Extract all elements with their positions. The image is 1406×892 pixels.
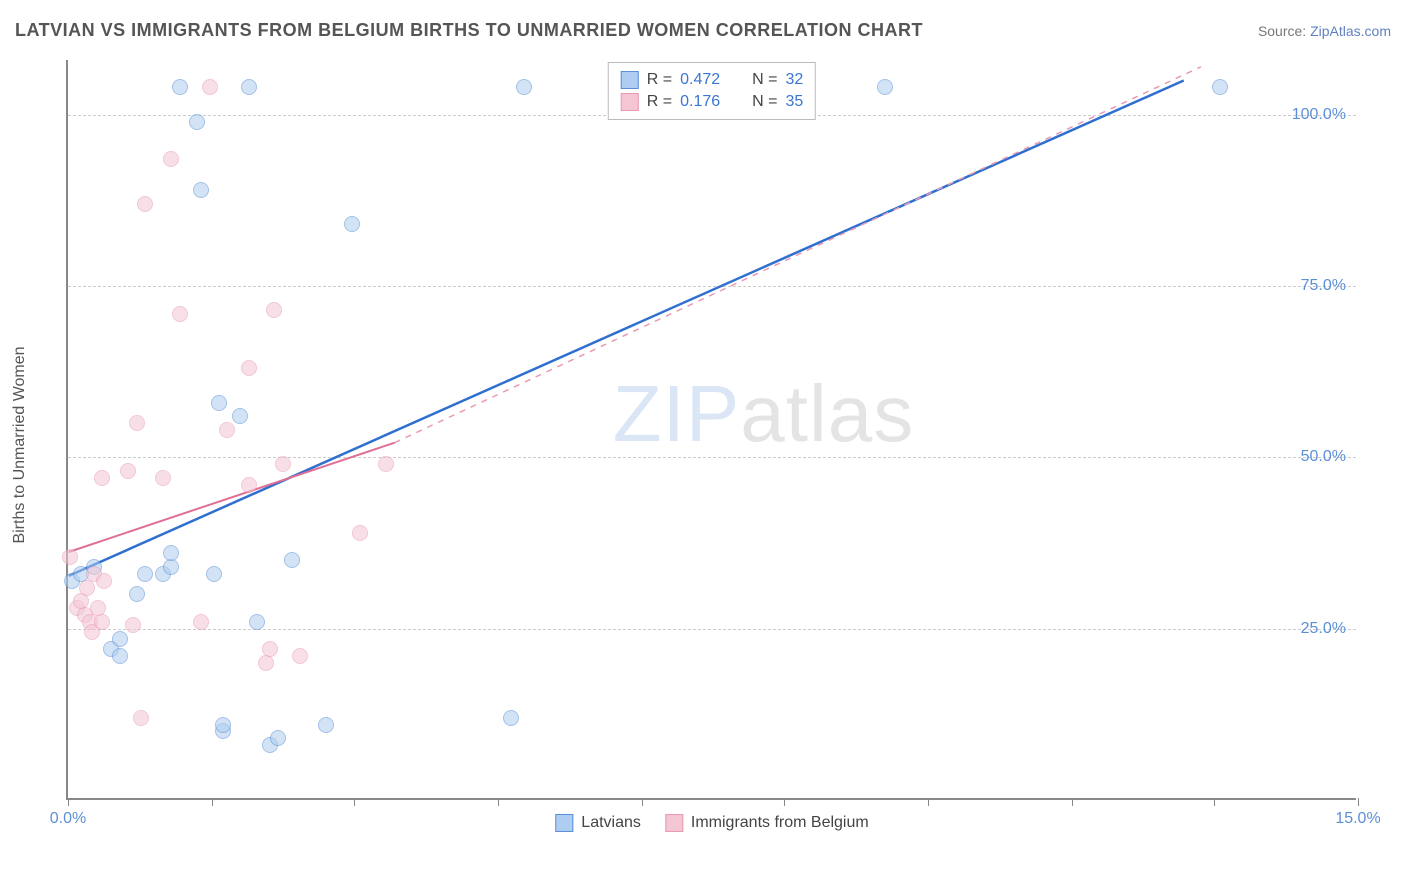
data-point bbox=[241, 477, 257, 493]
ytick-label: 75.0% bbox=[1301, 277, 1346, 295]
data-point bbox=[241, 79, 257, 95]
data-point bbox=[137, 196, 153, 212]
data-point bbox=[344, 216, 360, 232]
data-point bbox=[352, 525, 368, 541]
data-point bbox=[133, 710, 149, 726]
data-point bbox=[206, 566, 222, 582]
data-point bbox=[275, 456, 291, 472]
data-point bbox=[262, 641, 278, 657]
legend-n-label: N = bbox=[752, 93, 777, 111]
data-point bbox=[129, 586, 145, 602]
data-point bbox=[96, 573, 112, 589]
xtick bbox=[68, 798, 69, 806]
data-point bbox=[503, 710, 519, 726]
xtick bbox=[1214, 798, 1215, 806]
legend-r-value-1: 0.176 bbox=[680, 93, 736, 111]
legend-correlation: R = 0.472 N = 32 R = 0.176 N = 35 bbox=[608, 62, 816, 120]
data-point bbox=[378, 456, 394, 472]
legend-label-0: Latvians bbox=[581, 814, 641, 832]
source-link[interactable]: ZipAtlas.com bbox=[1310, 23, 1391, 39]
data-point bbox=[241, 360, 257, 376]
source-prefix: Source: bbox=[1258, 23, 1310, 39]
data-point bbox=[94, 614, 110, 630]
gridline bbox=[68, 629, 1356, 630]
data-point bbox=[189, 114, 205, 130]
data-point bbox=[877, 79, 893, 95]
data-point bbox=[94, 470, 110, 486]
data-point bbox=[266, 302, 282, 318]
legend-item-latvians: Latvians bbox=[555, 814, 641, 832]
data-point bbox=[129, 415, 145, 431]
gridline bbox=[68, 286, 1356, 287]
xtick bbox=[212, 798, 213, 806]
data-point bbox=[211, 395, 227, 411]
data-point bbox=[163, 545, 179, 561]
data-point bbox=[284, 552, 300, 568]
data-point bbox=[125, 617, 141, 633]
data-point bbox=[172, 306, 188, 322]
data-point bbox=[202, 79, 218, 95]
xtick-label: 0.0% bbox=[50, 810, 86, 828]
xtick bbox=[354, 798, 355, 806]
data-point bbox=[79, 580, 95, 596]
watermark-part1: ZIP bbox=[613, 369, 740, 458]
data-point bbox=[219, 422, 235, 438]
legend-label-1: Immigrants from Belgium bbox=[691, 814, 869, 832]
gridline bbox=[68, 457, 1356, 458]
legend-row-series-0: R = 0.472 N = 32 bbox=[621, 69, 803, 91]
data-point bbox=[193, 614, 209, 630]
ytick-label: 50.0% bbox=[1301, 448, 1346, 466]
xtick bbox=[1358, 798, 1359, 806]
data-point bbox=[258, 655, 274, 671]
legend-n-value-0: 32 bbox=[785, 71, 803, 89]
legend-series: Latvians Immigrants from Belgium bbox=[555, 814, 868, 832]
data-point bbox=[112, 648, 128, 664]
data-point bbox=[1212, 79, 1228, 95]
chart-area: Births to Unmarried Women ZIPatlas R = 0… bbox=[50, 60, 1370, 830]
data-point bbox=[163, 559, 179, 575]
legend-n-value-1: 35 bbox=[785, 93, 803, 111]
legend-r-value-0: 0.472 bbox=[680, 71, 736, 89]
xtick bbox=[784, 798, 785, 806]
watermark: ZIPatlas bbox=[613, 368, 914, 460]
chart-title: LATVIAN VS IMMIGRANTS FROM BELGIUM BIRTH… bbox=[15, 20, 923, 41]
xtick bbox=[498, 798, 499, 806]
data-point bbox=[137, 566, 153, 582]
data-point bbox=[249, 614, 265, 630]
legend-n-label: N = bbox=[752, 71, 777, 89]
legend-swatch-belgium-bottom bbox=[665, 814, 683, 832]
xtick bbox=[928, 798, 929, 806]
data-point bbox=[155, 470, 171, 486]
legend-row-series-1: R = 0.176 N = 35 bbox=[621, 91, 803, 113]
legend-r-label: R = bbox=[647, 93, 672, 111]
xtick bbox=[1072, 798, 1073, 806]
data-point bbox=[120, 463, 136, 479]
legend-swatch-latvians-bottom bbox=[555, 814, 573, 832]
data-point bbox=[172, 79, 188, 95]
watermark-part2: atlas bbox=[740, 369, 914, 458]
ytick-label: 25.0% bbox=[1301, 620, 1346, 638]
source-attribution: Source: ZipAtlas.com bbox=[1258, 23, 1391, 39]
legend-r-label: R = bbox=[647, 71, 672, 89]
data-point bbox=[318, 717, 334, 733]
legend-swatch-belgium bbox=[621, 93, 639, 111]
data-point bbox=[215, 717, 231, 733]
data-point bbox=[112, 631, 128, 647]
header: LATVIAN VS IMMIGRANTS FROM BELGIUM BIRTH… bbox=[15, 20, 1391, 41]
data-point bbox=[193, 182, 209, 198]
legend-swatch-latvians bbox=[621, 71, 639, 89]
plot-region: ZIPatlas R = 0.472 N = 32 R = 0.176 N = … bbox=[66, 60, 1356, 800]
data-point bbox=[292, 648, 308, 664]
data-point bbox=[232, 408, 248, 424]
xtick-label: 15.0% bbox=[1335, 810, 1380, 828]
data-point bbox=[516, 79, 532, 95]
xtick bbox=[642, 798, 643, 806]
data-point bbox=[62, 549, 78, 565]
legend-item-belgium: Immigrants from Belgium bbox=[665, 814, 869, 832]
regression-lines-layer bbox=[68, 60, 1356, 798]
data-point bbox=[270, 730, 286, 746]
ytick-label: 100.0% bbox=[1292, 106, 1346, 124]
y-axis-label: Births to Unmarried Women bbox=[11, 346, 29, 543]
data-point bbox=[163, 151, 179, 167]
